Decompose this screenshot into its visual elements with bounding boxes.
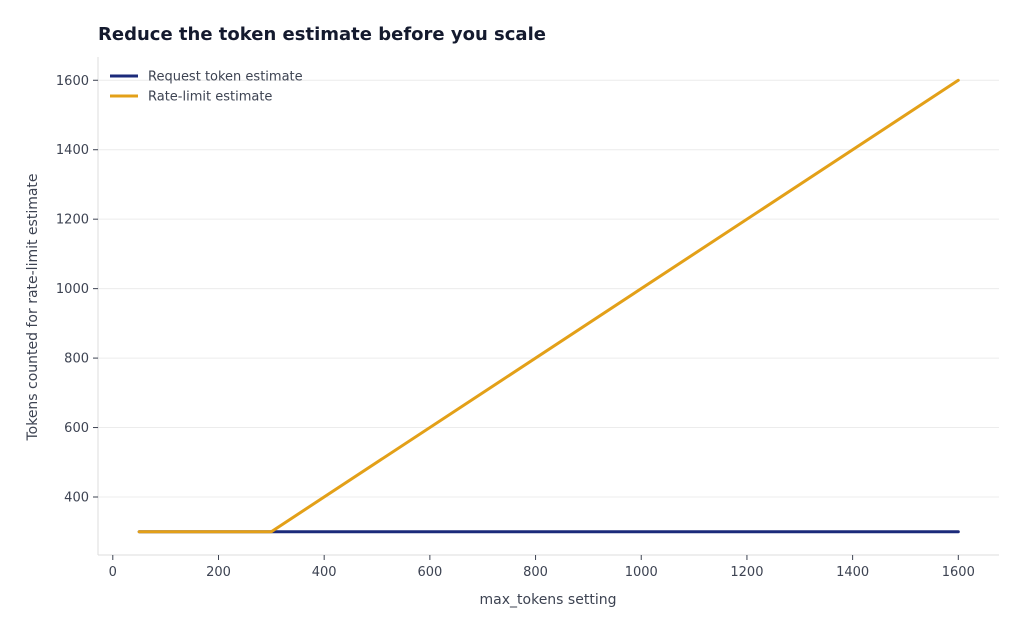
legend: Request token estimate Rate-limit estimat… bbox=[110, 70, 303, 105]
series-lines bbox=[137, 78, 960, 534]
y-ticks: 400 600 800 1000 1200 1400 1600 bbox=[56, 74, 98, 506]
x-tick-label: 200 bbox=[206, 565, 231, 580]
grid-lines bbox=[98, 79, 999, 498]
y-tick-label: 1000 bbox=[56, 282, 89, 297]
y-tick-label: 400 bbox=[64, 491, 89, 506]
series-line-1 bbox=[137, 78, 960, 534]
y-tick-label: 1400 bbox=[56, 143, 89, 158]
y-axis-label: Tokens counted for rate-limit estimate bbox=[25, 173, 41, 441]
x-axis-label: max_tokens setting bbox=[480, 592, 617, 608]
legend-label-0: Request token estimate bbox=[148, 70, 303, 85]
x-tick-label: 0 bbox=[109, 565, 117, 580]
x-tick-label: 800 bbox=[523, 565, 548, 580]
y-tick-label: 1600 bbox=[56, 74, 89, 89]
x-tick-label: 1600 bbox=[942, 565, 975, 580]
x-tick-label: 1400 bbox=[836, 565, 869, 580]
y-tick-label: 600 bbox=[64, 421, 89, 436]
x-tick-label: 400 bbox=[312, 565, 337, 580]
chart-title: Reduce the token estimate before you sca… bbox=[98, 24, 546, 45]
legend-label-1: Rate-limit estimate bbox=[148, 90, 272, 105]
y-tick-label: 800 bbox=[64, 352, 89, 367]
x-tick-label: 1000 bbox=[625, 565, 658, 580]
x-tick-label: 600 bbox=[417, 565, 442, 580]
y-tick-label: 1200 bbox=[56, 213, 89, 228]
x-ticks: 0 200 400 600 800 1000 1200 1400 1600 bbox=[109, 555, 975, 580]
x-tick-label: 1200 bbox=[730, 565, 763, 580]
